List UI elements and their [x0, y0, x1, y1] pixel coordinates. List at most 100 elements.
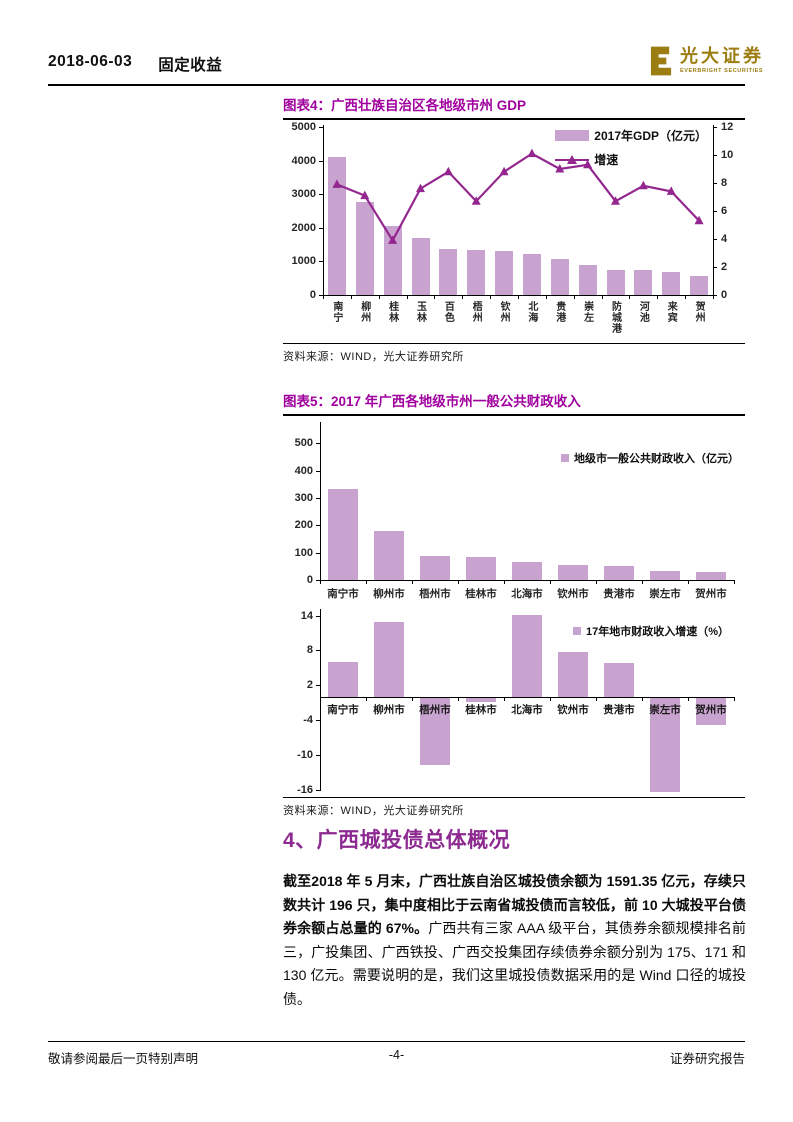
axis-line [734, 580, 735, 584]
revenue-bar [650, 570, 680, 580]
axis-line [713, 239, 717, 240]
axis-line [601, 295, 603, 299]
axis-line [685, 295, 687, 299]
axis-line [316, 615, 320, 617]
figure4-source-rule [283, 343, 745, 344]
fiscal-growth-bar [420, 697, 450, 766]
x-axis-label: 贵港 [553, 301, 565, 323]
axis-line [629, 295, 631, 299]
x-axis-label: 崇左市 [649, 588, 681, 600]
logo-text: 光大证券 EVERBRIGHT SECURITIES [680, 46, 764, 74]
axis-tick-label: 200 [294, 519, 313, 532]
fiscal-growth-bar [466, 697, 496, 703]
axis-line [316, 650, 320, 652]
axis-line [316, 580, 320, 581]
figure4-title: 图表4：广西壮族自治区各地级市州 GDP [283, 97, 745, 120]
gdp-bar [662, 272, 681, 295]
axis-line [319, 127, 323, 128]
axis-line [545, 295, 547, 299]
revenue-bar [420, 556, 450, 580]
axis-line [518, 295, 519, 299]
gdp-bar [411, 237, 430, 295]
axis-tick-label: 2 [721, 261, 728, 273]
x-axis-label: 贵港市 [603, 703, 635, 716]
axis-line [319, 160, 323, 162]
axis-line [316, 470, 320, 472]
axis-line [504, 696, 505, 701]
x-axis-label: 梧州 [470, 301, 482, 323]
axis-tick-label: 10 [721, 149, 734, 161]
x-axis-label: 钦州 [498, 301, 510, 323]
x-axis-label: 南宁市 [327, 703, 359, 716]
fiscal-growth-bar [512, 615, 542, 697]
x-axis-label: 贺州市 [695, 703, 727, 716]
axis-tick-label: 0 [721, 289, 728, 301]
figure5-revenue-legend: 地级市一般公共财政收入（亿元） [561, 450, 739, 466]
axis-line [316, 685, 320, 687]
axis-line [350, 295, 352, 299]
axis-line [320, 696, 321, 701]
axis-line [319, 194, 323, 196]
gdp-bar [495, 250, 514, 295]
axis-tick-label: 5000 [291, 121, 316, 133]
axis-line [504, 580, 505, 584]
axis-line [434, 295, 436, 299]
axis-line [713, 127, 717, 128]
axis-line [458, 696, 459, 701]
x-axis-label: 南宁市 [327, 588, 359, 600]
x-axis-label: 梧州市 [419, 703, 451, 716]
x-axis-label: 北海市 [511, 588, 543, 600]
report-date: 2018-06-03 [48, 53, 133, 70]
x-axis-label: 北海市 [511, 703, 543, 716]
x-axis-label: 南宁 [330, 301, 342, 323]
legend-label-revenue: 地级市一般公共财政收入（亿元） [574, 453, 739, 465]
axis-line [320, 422, 321, 580]
axis-tick-label: 8 [721, 177, 728, 189]
gdp-bar [355, 202, 374, 295]
figure5-growth-legend: 17年地市财政收入增速（%） [573, 623, 729, 639]
everbright-logo: 光大证券 EVERBRIGHT SECURITIES [649, 46, 764, 81]
axis-tick-label: 14 [300, 609, 313, 622]
figure5-source-rule [283, 797, 745, 798]
axis-tick-label: 6 [721, 205, 728, 217]
axis-tick-label: 500 [294, 437, 313, 450]
paragraph-regular-run: 广西共有三家 AAA 级平台，其债券余额规模排名前三，广投集团、广西铁投、广西交… [283, 920, 746, 1007]
axis-line [316, 789, 320, 791]
axis-line [458, 580, 459, 584]
axis-line [320, 696, 734, 698]
axis-line [550, 696, 551, 701]
figure4-block: 图表4：广西壮族自治区各地级市州 GDP 2017年GDP（亿元） 增速 0 10… [283, 97, 745, 372]
axis-line [316, 754, 320, 756]
gdp-bar [578, 264, 597, 295]
axis-line [642, 696, 643, 701]
axis-line [596, 696, 597, 701]
fiscal-growth-bar [374, 622, 404, 697]
figure4-chart: 2017年GDP（亿元） 增速 0 1000 2000 3000 4000 5000 0 2 4… [283, 121, 745, 341]
axis-line [713, 183, 717, 184]
axis-line [550, 580, 551, 584]
gdp-bar [550, 258, 569, 295]
revenue-bar [604, 566, 634, 580]
revenue-bar [512, 562, 542, 580]
x-axis-label: 梧州市 [419, 588, 451, 600]
revenue-square-swatch [561, 454, 569, 462]
footer: -4- 敬请参阅最后一页特别声明 证券研究报告 [48, 1048, 745, 1067]
legend-label-fiscal-growth: 17年地市财政收入增速（%） [586, 626, 730, 638]
footer-rule [48, 1041, 745, 1042]
fiscal-growth-bar [328, 662, 358, 697]
gdp-bar [522, 253, 541, 295]
axis-tick-label: 2000 [291, 221, 316, 234]
axis-line [319, 261, 323, 263]
x-axis-label: 钦州市 [557, 703, 589, 716]
report-category: 固定收益 [158, 57, 223, 74]
gdp-bar [467, 249, 486, 295]
fiscal-growth-bar [650, 697, 680, 793]
axis-line [490, 295, 492, 299]
x-axis-label: 崇左市 [649, 703, 681, 716]
x-axis-label: 崇左 [581, 301, 593, 323]
x-axis-label: 河池 [637, 301, 649, 323]
x-axis-label: 来宾 [665, 301, 677, 323]
figure5-source: 资料来源：WIND，光大证券研究所 [283, 805, 464, 817]
gdp-bar [690, 276, 709, 295]
